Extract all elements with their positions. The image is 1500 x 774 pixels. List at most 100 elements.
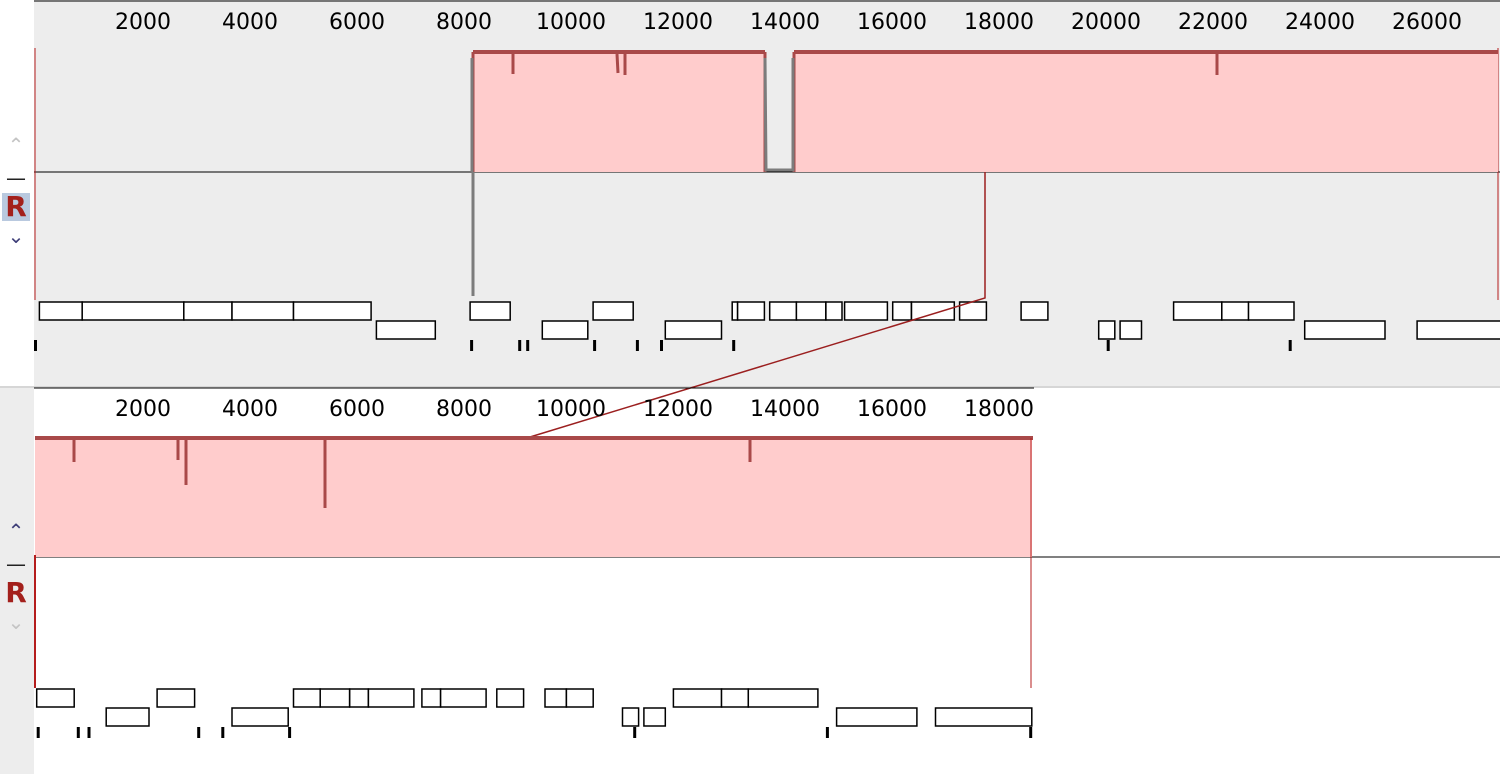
gene-feature[interactable]	[348, 688, 370, 708]
gene-feature[interactable]	[664, 320, 723, 340]
gene-feature[interactable]	[421, 688, 442, 708]
ruler-1-label: 10000	[536, 10, 606, 35]
ruler-1-label: 26000	[1392, 10, 1462, 35]
gene-feature[interactable]	[156, 688, 196, 708]
feature-tick	[76, 727, 80, 738]
ruler-2-label: 8000	[436, 397, 492, 422]
gene-feature[interactable]	[720, 688, 750, 708]
ruler-2-label: 2000	[115, 397, 171, 422]
ruler-1-label: 24000	[1285, 10, 1355, 35]
feature-tick	[635, 340, 639, 351]
gene-feature[interactable]	[731, 301, 739, 321]
genome-1-features-forward	[38, 301, 1295, 321]
ruler-1-label: 14000	[750, 10, 820, 35]
gene-feature[interactable]	[1119, 320, 1143, 340]
gene-feature[interactable]	[891, 301, 913, 321]
gene-feature[interactable]	[1416, 320, 1500, 340]
genome-1-gap-trace	[470, 57, 795, 296]
feature-tick	[660, 340, 663, 351]
gene-feature[interactable]	[469, 301, 511, 321]
gene-feature[interactable]	[292, 688, 322, 708]
feature-tick	[288, 727, 292, 738]
gene-feature[interactable]	[292, 301, 372, 321]
gene-feature[interactable]	[672, 688, 723, 708]
gene-feature[interactable]	[35, 688, 75, 708]
gene-feature[interactable]	[621, 707, 640, 727]
gene-feature[interactable]	[747, 688, 819, 708]
feature-tick	[1029, 727, 1033, 738]
genome-2-features-forward	[35, 688, 819, 708]
genome-1-features-reverse	[375, 320, 1500, 340]
gene-feature[interactable]	[1247, 301, 1295, 321]
gene-feature[interactable]	[81, 301, 185, 321]
genome-1-feature-ticks	[34, 340, 1292, 351]
genome-2-controls: ⌃ — R ⌄	[0, 388, 34, 774]
feature-tick	[825, 727, 829, 738]
ruler-1-label: 16000	[857, 10, 927, 35]
gene-feature[interactable]	[768, 301, 798, 321]
gene-feature[interactable]	[910, 301, 956, 321]
feature-tick	[87, 727, 91, 738]
gene-feature[interactable]	[843, 301, 889, 321]
feature-tick	[1106, 340, 1110, 351]
gene-feature[interactable]	[183, 301, 233, 321]
gene-feature[interactable]	[835, 707, 918, 727]
ruler-1-label: 2000	[115, 10, 171, 35]
feature-tick	[221, 727, 225, 738]
chevron-down-icon[interactable]: ⌄	[7, 224, 25, 248]
gene-feature[interactable]	[1221, 301, 1250, 321]
ruler-2-label: 18000	[964, 397, 1034, 422]
gene-feature[interactable]	[825, 301, 843, 321]
chevron-up-icon[interactable]: ⌃	[7, 519, 25, 543]
genome-1-lcb-block-2[interactable]	[792, 50, 1498, 172]
chevron-down-icon: ⌄	[7, 610, 25, 634]
ruler-2-label: 6000	[329, 397, 385, 422]
ruler-1-label: 18000	[964, 10, 1034, 35]
gene-feature[interactable]	[1172, 301, 1223, 321]
feature-tick	[732, 340, 736, 351]
gene-feature[interactable]	[439, 688, 487, 708]
gene-feature[interactable]	[1020, 301, 1049, 321]
ruler-2-label: 4000	[222, 397, 278, 422]
genome-1-controls: ⌃ — R ⌄	[0, 0, 34, 386]
gene-feature[interactable]	[38, 301, 83, 321]
chevron-up-icon: ⌃	[7, 133, 25, 157]
gene-feature[interactable]	[231, 301, 295, 321]
gene-feature[interactable]	[592, 301, 634, 321]
ruler-2-label: 16000	[857, 397, 927, 422]
gene-feature[interactable]	[367, 688, 415, 708]
ruler-1-label: 20000	[1071, 10, 1141, 35]
gene-feature[interactable]	[1303, 320, 1386, 340]
genome-1-similarity-dips	[511, 53, 1219, 75]
feature-tick	[34, 340, 37, 351]
feature-tick	[1288, 340, 1292, 351]
gene-feature[interactable]	[375, 320, 437, 340]
ruler-1-label: 4000	[222, 10, 278, 35]
genome-2-lcb-block-1[interactable]	[34, 436, 1033, 688]
ruler-1-label: 22000	[1178, 10, 1248, 35]
gene-feature[interactable]	[1097, 320, 1116, 340]
gene-feature[interactable]	[105, 707, 150, 727]
genome-2-features-reverse	[105, 707, 1033, 727]
reference-button[interactable]: R	[2, 193, 30, 221]
lcb-connector-line	[529, 172, 986, 438]
gene-feature[interactable]	[231, 707, 289, 727]
gene-feature[interactable]	[319, 688, 351, 708]
gene-feature[interactable]	[736, 301, 766, 321]
feature-tick	[526, 340, 530, 351]
lcb-block-fill	[35, 438, 1032, 557]
reference-button[interactable]: R	[5, 576, 27, 609]
gene-feature[interactable]	[934, 707, 1033, 727]
gene-feature[interactable]	[541, 320, 589, 340]
feature-tick	[470, 340, 474, 351]
gene-feature[interactable]	[565, 688, 594, 708]
ruler-2-label: 12000	[643, 397, 713, 422]
feature-tick	[518, 340, 522, 351]
ruler-2-label: 10000	[536, 397, 606, 422]
gene-feature[interactable]	[544, 688, 568, 708]
gene-feature[interactable]	[496, 688, 525, 708]
gene-feature[interactable]	[795, 301, 827, 321]
gene-feature[interactable]	[643, 707, 667, 727]
